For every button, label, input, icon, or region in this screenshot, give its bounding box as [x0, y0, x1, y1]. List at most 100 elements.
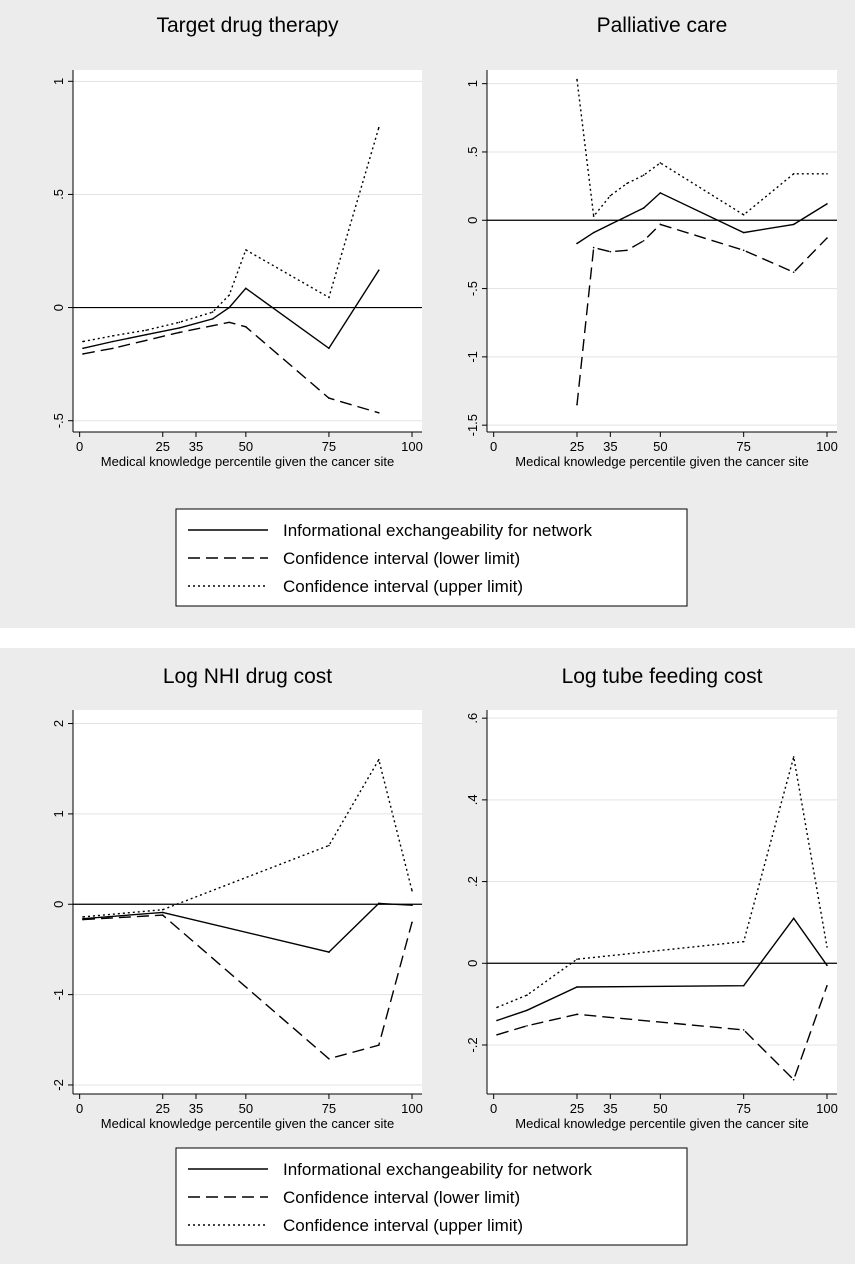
chart2-y-tick-label: -.5 — [465, 281, 480, 296]
chart4-x-tick-label: 75 — [736, 1101, 750, 1116]
chart3-x-tick-label: 50 — [239, 1101, 253, 1116]
chart1-x-label: Medical knowledge percentile given the c… — [101, 454, 394, 469]
chart3-y-tick-label: 0 — [51, 901, 66, 908]
chart2-x-tick-label: 35 — [603, 439, 617, 454]
chart3-series-dotted-point — [82, 916, 84, 918]
chart3-series-solid-point — [328, 951, 330, 953]
chart1-series-dotted-point — [328, 296, 330, 299]
chart2-series-dotted-point — [626, 182, 628, 185]
chart2-x-tick-label: 0 — [490, 439, 497, 454]
chart4-x-label: Medical knowledge percentile given the c… — [515, 1116, 808, 1131]
chart4-series-dashed-point — [576, 1013, 578, 1016]
chart2-series-dotted-point — [592, 215, 595, 217]
chart2-x-tick-label: 25 — [570, 439, 584, 454]
chart4-x-tick-label: 50 — [653, 1101, 667, 1116]
chart4-series-solid-point — [526, 1009, 528, 1012]
chart1-series-dashed-point — [178, 331, 181, 334]
chart4-x-tick-label: 0 — [490, 1101, 497, 1116]
chart3-series-dotted-point — [328, 844, 330, 847]
chart2-series-dotted-point — [642, 174, 645, 176]
chart4-series-dashed-point — [742, 1029, 745, 1031]
chart1-series-solid-point — [211, 318, 214, 320]
chart2-x-label: Medical knowledge percentile given the c… — [515, 454, 808, 469]
chart3-x-tick-label: 25 — [156, 1101, 170, 1116]
legend-label: Informational exchangeability for networ… — [283, 521, 592, 540]
chart2-series-dotted-point — [742, 214, 745, 216]
chart1-series-dashed-point — [112, 347, 114, 350]
chart2-series-dotted-point — [792, 173, 795, 175]
figure-top: Target drug therapy -.5 0.5 1 0 25 35 50 75 100 Me… — [0, 0, 855, 628]
chart3-series-solid-point — [411, 904, 413, 906]
chart2-y-tick-label: 1 — [465, 80, 480, 87]
chart1-series-dashed-point — [377, 411, 380, 414]
chart3-series-dotted-point — [411, 889, 413, 892]
chart1-series-dotted-point — [245, 249, 247, 251]
chart2-series-dashed-point — [592, 246, 595, 249]
chart2-series-solid-point — [659, 192, 662, 194]
chart1-x-tick-label: 25 — [156, 439, 170, 454]
chart2-series-solid-point — [826, 203, 828, 205]
chart1-series-dotted-point — [112, 335, 114, 337]
legend-label: Informational exchangeability for networ… — [283, 1160, 592, 1179]
chart3-x-tick-label: 35 — [189, 1101, 203, 1116]
chart2-series-dashed-point — [576, 403, 578, 406]
chart1-series-solid-point — [112, 340, 114, 343]
chart4-plot-area — [487, 710, 837, 1094]
chart3-series-dashed-point — [161, 914, 164, 916]
chart2-series-dashed-line — [576, 223, 828, 405]
chart3-series-dotted-point — [377, 758, 380, 761]
figure-bottom-svg: Log NHI drug cost -2 -1 0 1 2 0 25 35 50 75 100 Medi… — [51, 665, 838, 1246]
chart1-y-tick-label: 0 — [51, 304, 66, 311]
chart3-series-solid-point — [377, 902, 380, 905]
chart4-series-dashed-point — [496, 1033, 498, 1036]
chart4-series-dashed-point — [826, 984, 828, 987]
chart4-y-tick-label: 0 — [465, 960, 480, 967]
chart1-series-solid-point — [377, 269, 380, 272]
chart1-x-tick-label: 0 — [76, 439, 83, 454]
chart4-series-dotted-point — [792, 756, 795, 758]
chart3-x-tick-label: 75 — [322, 1101, 336, 1116]
chart3-series-dotted-point — [161, 908, 164, 911]
chart1-series-dotted-point — [228, 294, 231, 296]
chart1-x-tick-label: 75 — [322, 439, 336, 454]
chart3-x-tick-label: 100 — [401, 1101, 423, 1116]
chart1-title: Target drug therapy — [156, 14, 339, 37]
chart4-x-tick-label: 35 — [603, 1101, 617, 1116]
chart1-series-solid-point — [82, 347, 84, 350]
chart4-series-solid-point — [792, 917, 795, 920]
chart2-x-tick-label: 100 — [816, 439, 838, 454]
chart4-y-tick-label: .4 — [465, 794, 480, 805]
chart2-y-tick-label: .5 — [465, 147, 480, 158]
chart2-y-tick-label: 0 — [465, 217, 480, 224]
chart4-series-solid-point — [742, 984, 745, 987]
chart1-series-dashed-point — [145, 339, 147, 342]
chart2-series-dotted-point — [659, 162, 662, 164]
chart1-y-tick-label: .5 — [51, 189, 66, 200]
chart1-x-tick-label: 35 — [189, 439, 203, 454]
chart2-series-dashed-point — [609, 250, 612, 253]
chart2-series-dotted-point — [826, 173, 828, 175]
chart4-series-dotted-point — [742, 940, 745, 943]
chart1-series-solid-point — [178, 327, 181, 329]
chart4-y-tick-label: .2 — [465, 876, 480, 887]
chart1-series-dotted-point — [211, 311, 214, 313]
chart3-x-tick-label: 0 — [76, 1101, 83, 1116]
chart2-plot-area — [487, 70, 837, 432]
chart1-series-dotted-point — [82, 340, 84, 343]
chart2-series-solid-point — [642, 207, 645, 209]
chart3-y-tick-label: -2 — [51, 1079, 66, 1091]
chart3-plot-area — [73, 710, 422, 1094]
chart4-series-solid-point — [826, 964, 828, 967]
chart1-series-dotted-point — [178, 321, 181, 324]
legend-label: Confidence interval (lower limit) — [283, 1188, 520, 1207]
chart2-y-tick-label: -1.5 — [465, 414, 480, 436]
chart4-series-dashed-point — [526, 1024, 528, 1027]
chart4-series-dotted-point — [576, 958, 578, 960]
chart4-y-tick-label: .6 — [465, 713, 480, 724]
chart2-series-solid-point — [592, 231, 595, 234]
legend-label: Confidence interval (lower limit) — [283, 549, 520, 568]
chart2-series-dashed-point — [826, 237, 828, 239]
chart1-series-dashed-point — [245, 325, 247, 328]
chart2-series-dotted-point — [576, 78, 578, 81]
chart1-series-solid-point — [228, 306, 231, 309]
